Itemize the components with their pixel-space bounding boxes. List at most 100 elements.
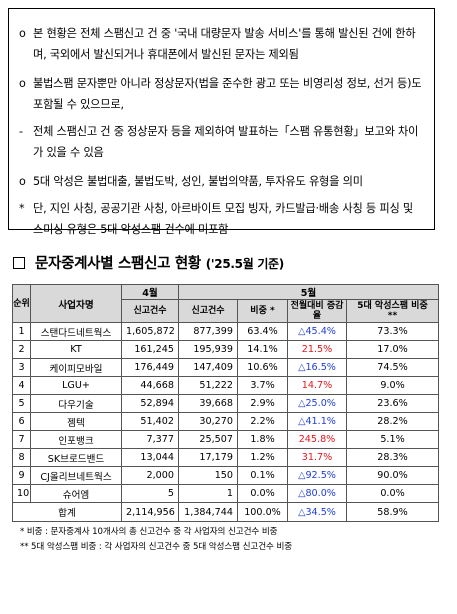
note-text: 단, 지인 사칭, 공공기관 사칭, 아르바이트 모집 빙자, 카드발급·배송 …	[33, 202, 414, 236]
april-count-cell: 2,000	[121, 466, 179, 485]
may-count-cell: 25,507	[178, 430, 238, 449]
header-mom: 전월대비 증감율	[287, 299, 347, 323]
company-cell: SK브로드밴드	[30, 448, 122, 467]
table-row: 10 슈어엠 5 1 0.0% △80.0% 0.0%	[12, 484, 440, 503]
mom-change-cell: △41.1%	[287, 412, 347, 431]
may-count-cell: 147,409	[178, 358, 238, 377]
company-cell: 젬텍	[30, 412, 122, 431]
top5-share-cell: 74.5%	[345, 358, 440, 377]
april-count-cell: 13,044	[121, 448, 179, 467]
may-count-cell: 39,668	[178, 394, 238, 413]
company-cell: CJ올리브네트웍스	[30, 466, 122, 485]
note-item: - 전체 스팸신고 건 중 정상문자 등을 제외하여 발표하는「스팸 유통현황」…	[19, 121, 424, 163]
mom-change-cell: △80.0%	[287, 484, 347, 503]
top5-share-cell: 5.1%	[345, 430, 440, 449]
note-text: 불법스팸 문자뿐만 아니라 정상문자(법을 준수한 광고 또는 비영리성 정보,…	[33, 77, 422, 111]
share-cell: 2.9%	[237, 394, 288, 413]
notes-box: o 본 현황은 전체 스팸신고 건 중 '국내 대량문자 발송 서비스'를 통해…	[8, 8, 435, 236]
note-text: 5대 악성은 불법대출, 불법도박, 성인, 불법의약품, 투자유도 유형을 의…	[33, 175, 363, 188]
note-item: * 단, 지인 사칭, 공공기관 사칭, 아르바이트 모집 빙자, 카드발급·배…	[19, 198, 424, 240]
april-count-cell: 44,668	[121, 376, 179, 395]
mom-change-cell: 14.7%	[287, 376, 347, 395]
total-mom-cell: △34.5%	[287, 502, 347, 522]
april-count-cell: 1,605,872	[121, 322, 179, 341]
table-row: 9 CJ올리브네트웍스 2,000 150 0.1% △92.5% 90.0%	[12, 466, 440, 485]
footnote-top5: ** 5대 악성스팸 비중 : 각 사업자의 신고건수 중 5대 악성스팸 신고…	[20, 542, 293, 552]
rank-cell: 9	[12, 466, 31, 485]
header-may-count: 신고건수	[178, 299, 238, 323]
section-title: 문자중계사별 스팸신고 현황 ('25.5월 기준)	[13, 252, 284, 273]
spam-report-table: 순위 사업자명 4월 5월 신고건수 신고건수 비중 * 전월대비 증감율 5대…	[12, 284, 440, 522]
share-cell: 0.0%	[237, 484, 288, 503]
rank-cell: 10	[12, 484, 31, 503]
top5-share-cell: 17.0%	[345, 340, 440, 359]
table-row: 7 인포뱅크 7,377 25,507 1.8% 245.8% 5.1%	[12, 430, 440, 449]
share-cell: 14.1%	[237, 340, 288, 359]
april-count-cell: 7,377	[121, 430, 179, 449]
company-cell: 스탠다드네트웍스	[30, 322, 122, 341]
note-item: o 본 현황은 전체 스팸신고 건 중 '국내 대량문자 발송 서비스'를 통해…	[19, 23, 424, 65]
rank-cell: 5	[12, 394, 31, 413]
table-row: 6 젬텍 51,402 30,270 2.2% △41.1% 28.2%	[12, 412, 440, 431]
company-cell: 케이피모바일	[30, 358, 122, 377]
note-bullet: -	[19, 125, 23, 138]
company-cell: LGU+	[30, 376, 122, 395]
header-share: 비중 *	[237, 299, 288, 323]
checkbox-square-icon	[13, 257, 25, 269]
total-april-cell: 2,114,956	[121, 502, 179, 522]
header-top5: 5대 악성스팸 비중 **	[345, 299, 440, 323]
mom-change-cell: △25.0%	[287, 394, 347, 413]
share-cell: 1.8%	[237, 430, 288, 449]
company-cell: 다우기술	[30, 394, 122, 413]
share-cell: 1.2%	[237, 448, 288, 467]
april-count-cell: 176,449	[121, 358, 179, 377]
top5-share-cell: 23.6%	[345, 394, 440, 413]
section-as-of: ('25.5월 기준)	[205, 257, 285, 271]
share-cell: 10.6%	[237, 358, 288, 377]
rank-cell: 6	[12, 412, 31, 431]
top5-share-cell: 9.0%	[345, 376, 440, 395]
header-april: 4월	[121, 284, 179, 300]
top5-share-cell: 28.2%	[345, 412, 440, 431]
april-count-cell: 161,245	[121, 340, 179, 359]
may-count-cell: 195,939	[178, 340, 238, 359]
share-cell: 0.1%	[237, 466, 288, 485]
note-item: o 불법스팸 문자뿐만 아니라 정상문자(법을 준수한 광고 또는 비영리성 정…	[19, 73, 424, 115]
note-bullet: o	[19, 77, 26, 90]
header-may: 5월	[177, 284, 440, 300]
table-row: 1 스탠다드네트웍스 1,605,872 877,399 63.4% △45.4% 73.3…	[12, 322, 440, 341]
top5-share-cell: 0.0%	[345, 484, 440, 503]
top5-share-cell: 90.0%	[345, 466, 440, 485]
total-share-cell: 100.0%	[237, 502, 288, 522]
section-title-text: 문자중계사별 스팸신고 현황	[35, 256, 201, 272]
april-count-cell: 52,894	[121, 394, 179, 413]
may-count-cell: 877,399	[178, 322, 238, 341]
may-count-cell: 51,222	[178, 376, 238, 395]
may-count-cell: 30,270	[178, 412, 238, 431]
table-row: 2 KT 161,245 195,939 14.1% 21.5% 17.0%	[12, 340, 440, 359]
note-bullet: *	[19, 202, 25, 215]
rank-cell: 3	[12, 358, 31, 377]
rank-cell: 7	[12, 430, 31, 449]
header-april-count: 신고건수	[121, 299, 179, 323]
company-cell: 슈어엠	[30, 484, 122, 503]
total-may-cell: 1,384,744	[178, 502, 238, 522]
note-text: 전체 스팸신고 건 중 정상문자 등을 제외하여 발표하는「스팸 유통현황」보고…	[33, 125, 419, 159]
mom-change-cell: △92.5%	[287, 466, 347, 485]
header-rank: 순위	[12, 284, 31, 323]
table-row: 8 SK브로드밴드 13,044 17,179 1.2% 31.7% 28.3%	[12, 448, 440, 467]
rank-cell: 2	[12, 340, 31, 359]
top5-share-cell: 28.3%	[345, 448, 440, 467]
top5-share-cell: 73.3%	[345, 322, 440, 341]
share-cell: 2.2%	[237, 412, 288, 431]
table-row: 5 다우기술 52,894 39,668 2.9% △25.0% 23.6%	[12, 394, 440, 413]
april-count-cell: 51,402	[121, 412, 179, 431]
rank-cell: 8	[12, 448, 31, 467]
share-cell: 63.4%	[237, 322, 288, 341]
table-row: 3 케이피모바일 176,449 147,409 10.6% △16.5% 74.5%	[12, 358, 440, 377]
total-label-cell: 합계	[12, 502, 122, 522]
rank-cell: 4	[12, 376, 31, 395]
company-cell: 인포뱅크	[30, 430, 122, 449]
footnote-share: * 비중 : 문자중계사 10개사의 총 신고건수 중 각 사업자의 신고건수 …	[20, 527, 278, 537]
total-top5-cell: 58.9%	[345, 502, 440, 522]
